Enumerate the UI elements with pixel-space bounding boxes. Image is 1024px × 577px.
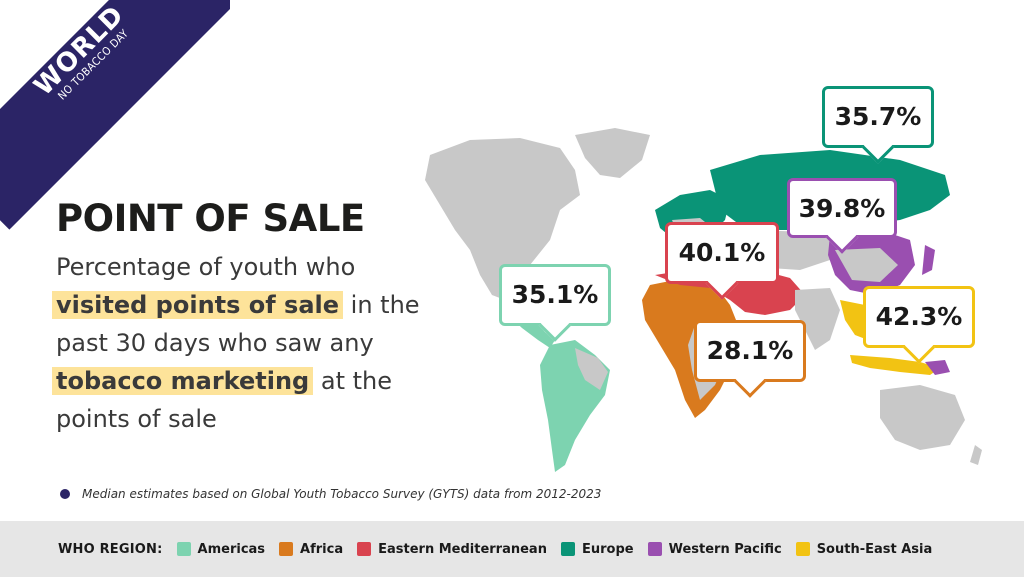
- description-line-2: visited points of sale in the: [52, 286, 476, 324]
- description: Percentage of youth who visited points o…: [52, 248, 476, 438]
- callout-western-pacific: 39.8%: [787, 178, 897, 238]
- bullet-icon: [60, 489, 70, 499]
- greenland: [575, 128, 650, 178]
- legend-item-western-pacific: Western Pacific: [647, 542, 782, 557]
- footnote: Median estimates based on Global Youth T…: [60, 487, 601, 501]
- description-line-4: tobacco marketing at the: [52, 362, 476, 400]
- region-legend: WHO REGION: Americas Africa Eastern Medi…: [0, 521, 1024, 577]
- legend-title: WHO REGION:: [58, 541, 163, 557]
- callout-south-east-asia: 42.3%: [863, 286, 975, 348]
- world-no-tobacco-day-banner: WORLD NO TOBACCO DAY: [0, 0, 230, 230]
- legend-item-eastern-mediterranean: Eastern Mediterranean: [357, 542, 547, 557]
- description-line-3: past 30 days who saw any: [56, 329, 374, 357]
- papua: [925, 360, 950, 375]
- page-title: POINT OF SALE: [56, 197, 365, 240]
- footnote-text: Median estimates based on Global Youth T…: [82, 487, 602, 501]
- legend-swatch: [560, 542, 575, 556]
- legend-swatch: [279, 542, 294, 556]
- india: [795, 288, 840, 350]
- callout-americas: 35.1%: [499, 264, 611, 326]
- legend-item-europe: Europe: [560, 542, 634, 557]
- highlight-visited: visited points of sale: [52, 291, 344, 319]
- new-zealand: [970, 445, 982, 465]
- legend-swatch: [647, 542, 662, 556]
- north-america: [425, 138, 580, 300]
- callout-africa: 28.1%: [694, 320, 806, 382]
- callout-eastern-mediterranean: 40.1%: [665, 222, 779, 284]
- legend-item-africa: Africa: [279, 542, 343, 557]
- japan: [922, 245, 935, 275]
- australia: [880, 385, 965, 450]
- legend-swatch: [357, 542, 372, 556]
- description-line-5: points of sale: [56, 405, 217, 433]
- callout-europe: 35.7%: [822, 86, 934, 148]
- highlight-marketing: tobacco marketing: [52, 367, 314, 395]
- legend-item-south-east-asia: South-East Asia: [795, 542, 932, 557]
- legend-swatch: [176, 542, 191, 556]
- indonesia: [850, 355, 940, 375]
- description-line-1: Percentage of youth who: [56, 253, 356, 281]
- south-america: [540, 340, 610, 472]
- china-grey: [835, 248, 898, 282]
- legend-item-americas: Americas: [176, 542, 265, 557]
- south-america-grey: [575, 348, 608, 390]
- legend-swatch: [795, 542, 810, 556]
